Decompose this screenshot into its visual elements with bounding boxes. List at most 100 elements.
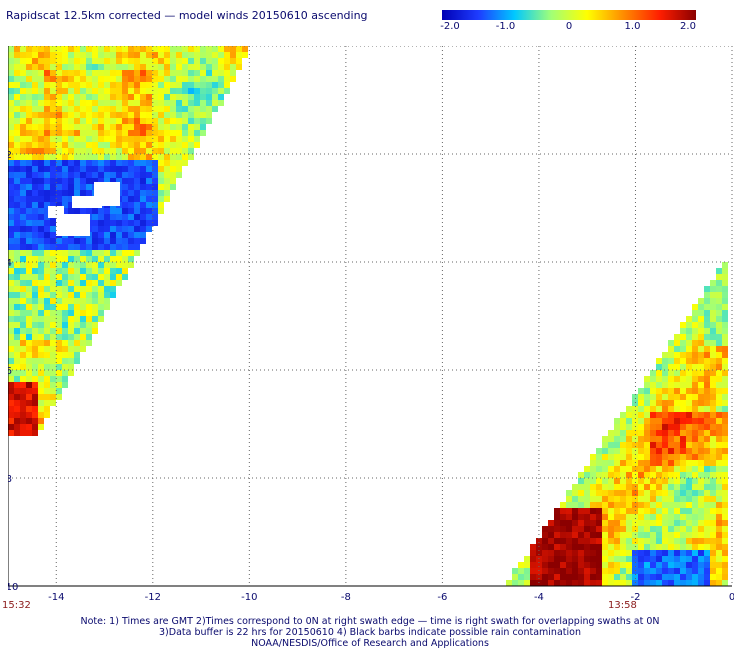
wind-cell — [716, 490, 722, 496]
wind-cell — [26, 106, 32, 112]
wind-cell — [686, 538, 692, 544]
wind-cell — [68, 292, 74, 298]
wind-cell — [26, 358, 32, 364]
wind-cell — [722, 538, 728, 544]
wind-cell — [212, 70, 218, 76]
wind-cell — [674, 418, 680, 424]
wind-cell — [710, 406, 716, 412]
wind-cell — [722, 418, 728, 424]
wind-cell — [122, 238, 128, 244]
wind-cell — [38, 76, 44, 82]
wind-cell — [92, 136, 98, 142]
wind-cell — [608, 580, 614, 586]
wind-cell — [182, 160, 188, 166]
wind-cell — [704, 298, 710, 304]
wind-cell — [704, 310, 710, 316]
wind-cell — [692, 400, 698, 406]
wind-cell — [716, 520, 722, 526]
wind-cell — [638, 496, 644, 502]
wind-cell — [590, 544, 596, 550]
wind-cell — [38, 256, 44, 262]
wind-cell — [32, 94, 38, 100]
wind-cell — [146, 154, 152, 160]
wind-cell — [704, 460, 710, 466]
wind-cell — [8, 316, 14, 322]
wind-cell — [644, 502, 650, 508]
wind-cell — [662, 430, 668, 436]
wind-cell — [20, 214, 26, 220]
wind-cell — [638, 580, 644, 586]
wind-cell — [644, 580, 650, 586]
wind-cell — [50, 100, 56, 106]
wind-cell — [32, 220, 38, 226]
wind-cell — [680, 376, 686, 382]
wind-cell — [716, 286, 722, 292]
wind-cell — [116, 70, 122, 76]
wind-cell — [512, 574, 518, 580]
wind-cell — [128, 112, 134, 118]
wind-cell — [92, 166, 98, 172]
wind-cell — [122, 172, 128, 178]
wind-cell — [644, 490, 650, 496]
wind-cell — [38, 190, 44, 196]
wind-cell — [650, 418, 656, 424]
wind-cell — [650, 544, 656, 550]
wind-cell — [146, 166, 152, 172]
wind-cell — [50, 220, 56, 226]
wind-cell — [44, 166, 50, 172]
wind-cell — [92, 70, 98, 76]
wind-cell — [14, 52, 20, 58]
wind-cell — [560, 550, 566, 556]
wind-cell — [140, 64, 146, 70]
wind-cell — [86, 178, 92, 184]
wind-cell — [140, 166, 146, 172]
wind-cell — [86, 124, 92, 130]
wind-cell — [686, 550, 692, 556]
wind-cell — [710, 562, 716, 568]
swath-time-right: 13:58 — [608, 600, 637, 611]
wind-cell — [8, 94, 14, 100]
wind-cell — [26, 190, 32, 196]
wind-cell — [716, 406, 722, 412]
wind-cell — [8, 118, 14, 124]
wind-cell — [68, 364, 74, 370]
wind-cell — [116, 52, 122, 58]
wind-cell — [572, 550, 578, 556]
wind-cell — [44, 190, 50, 196]
wind-cell — [182, 148, 188, 154]
wind-cell — [98, 58, 104, 64]
wind-cell — [686, 478, 692, 484]
wind-cell — [104, 148, 110, 154]
wind-cell — [8, 244, 14, 250]
wind-cell — [8, 310, 14, 316]
wind-cell — [716, 334, 722, 340]
wind-cell — [164, 118, 170, 124]
wind-cell — [704, 340, 710, 346]
wind-cell — [8, 142, 14, 148]
wind-cell — [38, 364, 44, 370]
wind-cell — [80, 244, 86, 250]
wind-cell — [704, 574, 710, 580]
y-tick-label: -8 — [8, 474, 12, 485]
wind-cell — [152, 160, 158, 166]
wind-cell — [590, 532, 596, 538]
wind-cell — [170, 94, 176, 100]
wind-cell — [698, 472, 704, 478]
wind-cell — [152, 166, 158, 172]
wind-cell — [26, 256, 32, 262]
wind-cell — [176, 70, 182, 76]
wind-cell — [26, 382, 32, 388]
wind-cell — [14, 94, 20, 100]
wind-cell — [626, 418, 632, 424]
wind-cell — [152, 220, 158, 226]
wind-cell — [20, 178, 26, 184]
wind-cell — [20, 412, 26, 418]
wind-cell — [692, 436, 698, 442]
wind-cell — [200, 82, 206, 88]
wind-cell — [716, 574, 722, 580]
wind-cell — [656, 496, 662, 502]
wind-cell — [704, 406, 710, 412]
wind-cell — [50, 352, 56, 358]
wind-cell — [698, 532, 704, 538]
colorbar-labels: -2.0 -1.0 0 1.0 2.0 — [440, 20, 696, 32]
